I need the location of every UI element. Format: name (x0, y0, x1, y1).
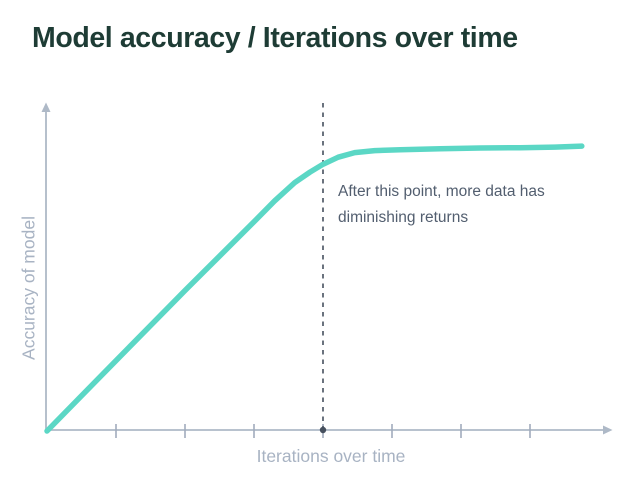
chart-title: Model accuracy / Iterations over time (32, 22, 518, 54)
annotation-line: After this point, more data has (338, 183, 545, 200)
x-axis-label: Iterations over time (256, 446, 406, 466)
threshold-dot (319, 426, 327, 434)
annotation-line: diminishing returns (338, 209, 469, 226)
y-axis-arrow-icon (41, 102, 51, 112)
annotation: After this point, more data has diminish… (338, 179, 545, 231)
y-axis-label: Accuracy of model (18, 216, 39, 360)
x-axis-arrow-icon (603, 425, 613, 435)
accuracy-curve (44, 143, 585, 434)
